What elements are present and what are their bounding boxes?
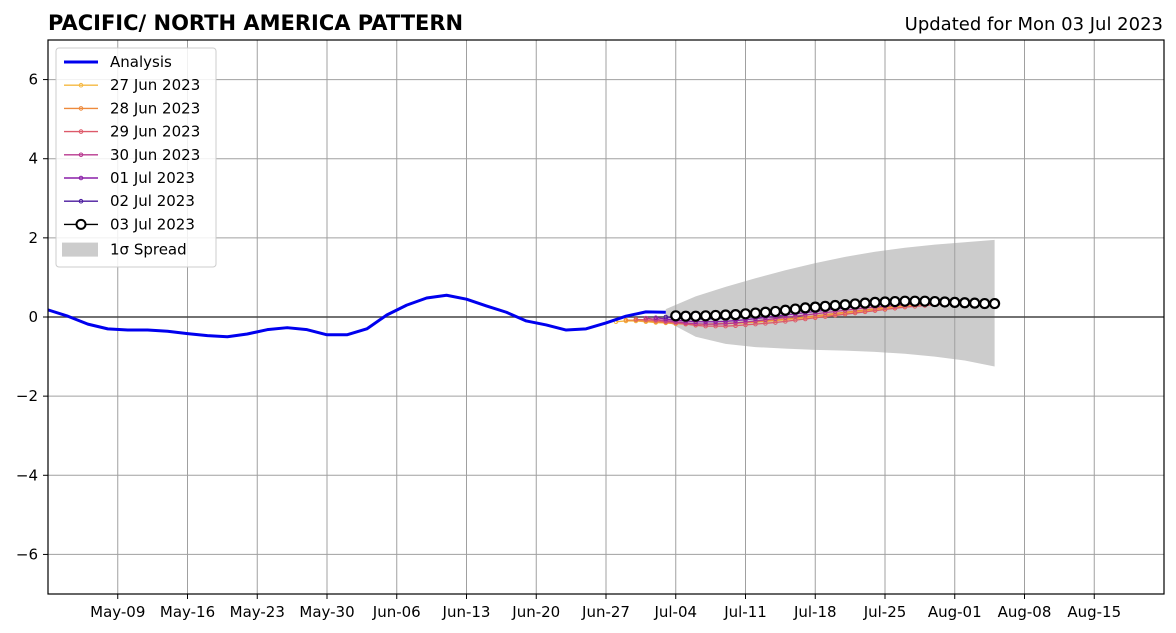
forecast-point (700, 310, 712, 322)
forecast-point (710, 309, 722, 322)
forecast-point (989, 297, 1001, 310)
forecast-point (653, 315, 659, 321)
series-layer (47, 293, 1001, 339)
axes-layer: −6 −4 −2 0 2 4 6 May-09 May-16 May-23 May-30 Jun-06… (16, 39, 1165, 621)
forecast-point (680, 310, 692, 322)
forecast-point (839, 299, 851, 311)
forecast-point (899, 295, 911, 307)
analysis-line (47, 293, 666, 339)
forecast-point (939, 296, 951, 308)
chart-subtitle: Updated for Mon 03 Jul 2023 (905, 14, 1163, 35)
forecast-point (879, 296, 891, 308)
forecast-point (849, 298, 861, 310)
forecast-point (633, 317, 639, 322)
legend-marker (78, 198, 84, 204)
forecast-point (623, 317, 629, 323)
forecast-point (779, 304, 791, 316)
legend-marker (78, 175, 84, 181)
y-tick-label: −2 (16, 387, 38, 405)
forecast-point (909, 295, 921, 307)
legend-label: Analysis (110, 53, 172, 71)
forecast-point (919, 295, 931, 307)
forecast-point (643, 317, 649, 323)
forecast-point (643, 315, 649, 321)
forecast-point (663, 314, 669, 320)
forecast-point (749, 307, 762, 319)
x-tick-label: May-30 (299, 603, 354, 621)
legend-spread-swatch (62, 242, 98, 257)
legend-marker (78, 82, 84, 88)
forecast-point (733, 323, 738, 329)
x-tick-label: Jun-20 (511, 603, 560, 621)
x-tick-label: Jul-18 (793, 603, 837, 621)
legend-label: 03 Jul 2023 (110, 215, 195, 233)
legend: Analysis 27 Jun 2023 28 Jun 2023 29 Jun 202… (55, 47, 217, 268)
x-tick-label: Jun-13 (442, 603, 491, 621)
x-tick-label: May-23 (230, 603, 285, 621)
x-tick-label: Jun-27 (581, 603, 630, 621)
legend-box (55, 47, 217, 268)
legend-label: 01 Jul 2023 (110, 169, 195, 187)
forecast-point (829, 299, 841, 312)
x-tick-label: Jun-06 (372, 603, 421, 621)
forecast-point (739, 308, 752, 320)
forecast-point (949, 296, 961, 308)
forecast-point (869, 296, 881, 308)
legend-label: 28 Jun 2023 (110, 99, 200, 117)
forecast-point (653, 317, 659, 322)
y-tick-label: 6 (28, 71, 38, 89)
y-tick-label: −6 (16, 545, 38, 563)
legend-marker (75, 218, 87, 230)
forecast-point (819, 300, 831, 312)
legend-marker (78, 152, 84, 158)
x-tick-label: Jul-11 (723, 603, 767, 621)
forecast-point (969, 297, 981, 309)
forecast-point (799, 302, 811, 314)
grid-layer (48, 40, 1164, 594)
forecast-line (635, 303, 955, 327)
y-tick-label: −4 (16, 466, 38, 484)
legend-marker (78, 129, 84, 134)
forecast-point (719, 309, 732, 321)
chart-title: PACIFIC/ NORTH AMERICA PATTERN (48, 11, 463, 35)
forecast-point (769, 305, 781, 318)
legend-label: 02 Jul 2023 (110, 192, 195, 210)
y-tick-label: 4 (28, 150, 38, 168)
forecast-point (729, 309, 742, 321)
forecast-point (859, 297, 871, 309)
forecast-point (889, 295, 901, 308)
forecast-point (759, 306, 772, 318)
legend-label: 29 Jun 2023 (110, 123, 200, 141)
legend-marker (78, 106, 84, 111)
forecast-point (929, 295, 941, 308)
x-tick-label: Aug-08 (998, 603, 1052, 621)
x-tick-label: Aug-15 (1067, 603, 1121, 621)
x-tick-label: May-16 (160, 603, 215, 621)
x-tick-label: Jul-04 (653, 603, 697, 621)
x-tick-label: Aug-01 (928, 603, 982, 621)
forecast-point (789, 303, 801, 315)
legend-label: 30 Jun 2023 (110, 146, 200, 164)
forecast-point (670, 310, 682, 322)
legend-label: 1σ Spread (110, 241, 187, 259)
forecast-point (743, 322, 748, 328)
forecast-point (979, 297, 991, 310)
x-tick-label: Jul-25 (863, 603, 907, 621)
forecast-point (959, 297, 971, 309)
y-tick-label: 0 (28, 308, 38, 326)
forecast-point (809, 301, 821, 313)
y-tick-label: 2 (28, 229, 38, 247)
legend-label: 27 Jun 2023 (110, 76, 200, 94)
forecast-point (690, 310, 702, 322)
x-tick-label: May-09 (90, 603, 145, 621)
